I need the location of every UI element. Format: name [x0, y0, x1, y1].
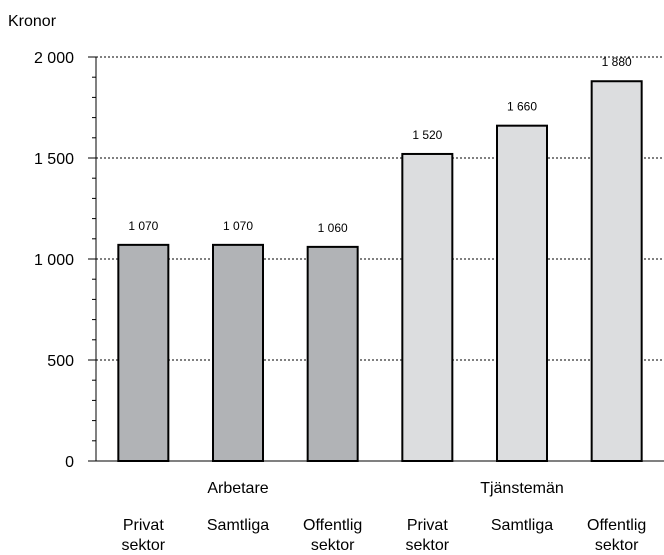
bar [401, 152, 454, 463]
y-tick-label: 2 000 [34, 50, 74, 67]
labels: 0 500 1 000 1 500 2 000 1 070 Privat sektor 1 07… [34, 50, 646, 554]
y-axis-title: Kronor [8, 13, 57, 30]
bar [496, 124, 548, 463]
y-tick-label: 1 000 [34, 252, 74, 269]
data-label: 1 070 [223, 219, 253, 233]
bar [306, 245, 359, 462]
category-label: Privat [123, 517, 164, 534]
group-label: Arbetare [207, 480, 268, 497]
bar [212, 243, 264, 462]
data-label: 1 660 [507, 100, 537, 114]
y-tick-label: 1 500 [34, 151, 74, 168]
category-label-line2: sektor [595, 537, 639, 554]
category-label: Samtliga [207, 517, 269, 534]
category-label: Offentlig [303, 517, 362, 534]
gridlines [96, 56, 664, 361]
category-label: Samtliga [491, 517, 553, 534]
bar [117, 243, 170, 462]
category-label-line2: sektor [122, 537, 166, 554]
data-label: 1 880 [602, 55, 632, 69]
category-label: Offentlig [587, 517, 646, 534]
y-tick-label: 0 [65, 454, 74, 471]
data-label: 1 520 [412, 128, 442, 142]
category-label-line2: sektor [406, 537, 450, 554]
data-label: 1 070 [128, 219, 158, 233]
category-label-line2: sektor [311, 537, 355, 554]
bar [590, 80, 643, 463]
y-tick-label: 500 [47, 353, 74, 370]
axes [88, 56, 664, 462]
bars [117, 80, 643, 463]
data-label: 1 060 [318, 221, 348, 235]
group-label: Tjänstemän [480, 480, 564, 497]
category-label: Privat [407, 517, 448, 534]
